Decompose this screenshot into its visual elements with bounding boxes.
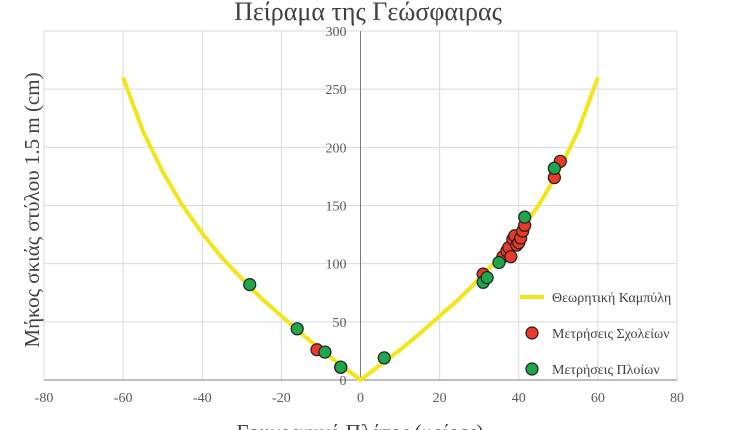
chart-title: Πείραμα της Γεώσφαιρας: [234, 0, 502, 26]
x-tick-label: 40: [512, 391, 526, 406]
x-tick-label: 20: [433, 391, 447, 406]
x-tick-label: -40: [193, 391, 212, 406]
legend: Θεωρητική Καμπύλη Μετρήσεις Σχολείων Μετρή…: [520, 291, 671, 378]
x-tick-label: -60: [114, 391, 133, 406]
data-point: [504, 250, 518, 264]
data-point: [518, 210, 532, 224]
legend-marker-swatch: [525, 362, 539, 376]
data-point: [547, 161, 561, 175]
data-point: [377, 351, 391, 365]
series-ships: [243, 161, 561, 374]
y-axis-title: Μήκος σκιάς στύλου 1.5 m (cm): [20, 72, 44, 347]
y-tick-label: 0: [340, 374, 347, 389]
y-tick-label: 50: [333, 316, 347, 331]
tick-labels: -80 -60 -40 -20 0 20 40 60 80 0 50 100 150 200 250 300: [35, 25, 684, 406]
x-tick-label: -20: [272, 391, 291, 406]
x-axis-title: Γεωγραφικό Πλάτος (μοίρες): [236, 420, 483, 430]
x-tick-label: 60: [591, 391, 605, 406]
data-point: [334, 360, 348, 374]
y-tick-label: 200: [326, 141, 347, 156]
data-point: [290, 322, 304, 336]
series-schools: [310, 154, 567, 374]
legend-label: Μετρήσεις Πλοίων: [552, 363, 660, 378]
x-tick-label: -80: [35, 391, 54, 406]
y-tick-label: 300: [326, 25, 347, 40]
legend-marker-swatch: [525, 326, 539, 340]
data-point: [492, 255, 506, 270]
y-tick-label: 100: [326, 258, 347, 273]
data-point: [243, 278, 257, 292]
legend-label: Μετρήσεις Σχολείων: [552, 327, 670, 342]
data-point: [480, 271, 494, 285]
y-tick-label: 150: [326, 200, 347, 215]
data-point: [318, 345, 332, 359]
y-tick-label: 250: [326, 83, 347, 98]
series: [121, 76, 600, 382]
x-tick-label: 80: [670, 391, 684, 406]
x-tick-label: 0: [357, 391, 364, 406]
legend-label: Θεωρητική Καμπύλη: [552, 291, 671, 306]
